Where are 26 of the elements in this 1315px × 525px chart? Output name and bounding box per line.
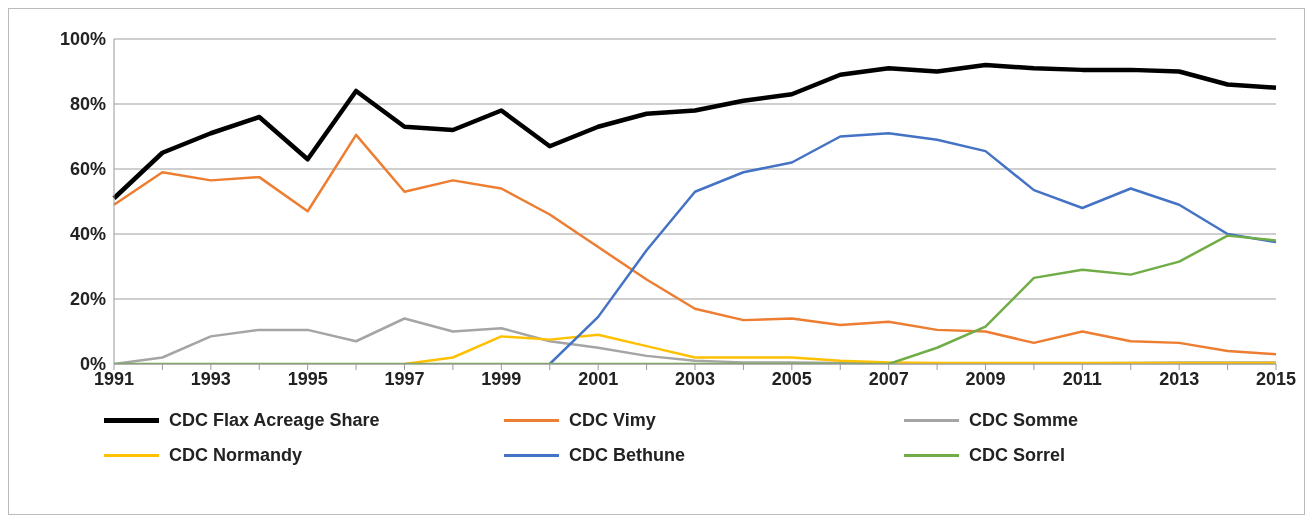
y-tick-label: 40% (69, 224, 106, 245)
legend-label: CDC Vimy (569, 410, 656, 431)
y-tick-label: 20% (69, 289, 106, 310)
x-tick-label: 2001 (578, 368, 619, 389)
y-tick-label: 100% (59, 29, 106, 50)
legend-label: CDC Flax Acreage Share (169, 410, 380, 431)
y-tick-label: 80% (69, 94, 106, 115)
legend-label: CDC Normandy (169, 445, 303, 466)
x-tick-label: 2009 (965, 368, 1006, 389)
legend-label: CDC Bethune (569, 445, 685, 466)
x-tick-label: 2003 (674, 368, 716, 389)
legend-label: CDC Sorrel (969, 445, 1066, 466)
x-tick-label: 2013 (1159, 368, 1200, 389)
x-tick-label: 1997 (384, 368, 425, 389)
line-series (403, 333, 1278, 364)
legend-label: CDC Somme (969, 410, 1079, 431)
x-tick-label: 1995 (287, 368, 328, 389)
x-tick-label: 2011 (1062, 368, 1102, 389)
x-tick-label: 2015 (1255, 368, 1297, 389)
x-tick-label: 2005 (771, 368, 812, 389)
line-series (112, 133, 1278, 356)
x-tick-label: 2007 (868, 368, 909, 389)
x-tick-label: 1999 (481, 368, 522, 389)
y-tick-label: 60% (69, 159, 106, 180)
line-series (548, 132, 1278, 364)
x-tick-label: 1993 (190, 368, 231, 389)
